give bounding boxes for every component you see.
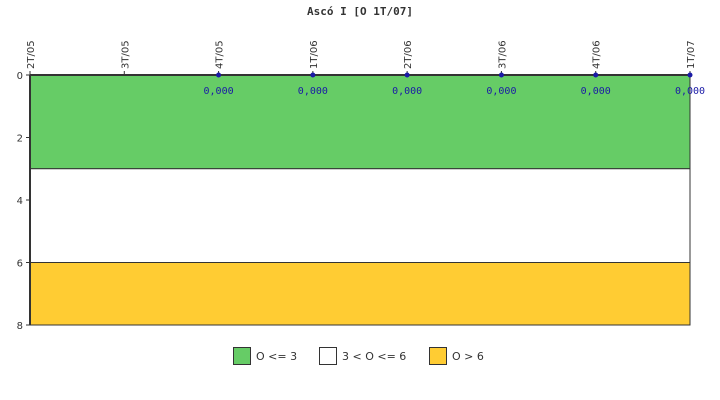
data-label: 0,000 [204,86,234,97]
y-tick-label: 2 [17,134,23,145]
data-point [687,72,693,78]
y-tick-label: 6 [17,259,23,270]
data-point [593,72,599,78]
threshold-bands [29,74,691,326]
legend-item-yellow: O > 6 [429,345,484,367]
legend-label: 3 < O <= 6 [342,349,407,363]
data-label: 0,000 [675,86,705,97]
data-label: 0,000 [581,86,611,97]
legend-swatch-green [233,347,251,365]
band-0 [29,74,691,170]
band-1 [29,168,691,263]
x-tick-label: 4T/06 [592,40,603,69]
chart-title: Ascó I [O 1T/07] [307,5,413,18]
legend: O <= 3 3 < O <= 6 O > 6 [0,345,720,367]
x-tick-label: 3T/05 [120,40,131,69]
x-axis-ticks: 2T/05 3T/05 4T/05 1T/06 2T/06 3T/06 4T/06 1T/07 [26,40,697,75]
data-point [404,72,410,78]
legend-swatch-yellow [429,347,447,365]
data-point [216,72,222,78]
x-tick-label: 1T/07 [686,40,697,69]
data-point [310,72,316,78]
x-tick-label: 4T/05 [215,40,226,69]
legend-swatch-white [319,347,337,365]
y-tick-label: 0 [17,71,23,82]
legend-item-green: O <= 3 [233,345,297,367]
legend-label: O > 6 [452,349,484,363]
legend-item-white: 3 < O <= 6 [319,345,406,367]
data-point [498,72,504,78]
data-points: 0,000 0,000 0,000 0,000 0,000 0,000 [204,72,705,97]
x-tick-label: 2T/06 [403,40,414,69]
legend-label: O <= 3 [256,349,298,363]
y-axis-ticks: 0 2 4 6 8 [17,71,30,332]
y-tick-label: 4 [17,196,23,207]
band-2 [29,262,691,326]
data-label: 0,000 [298,86,328,97]
x-tick-label: 1T/06 [309,40,320,69]
y-tick-label: 8 [17,321,23,332]
x-tick-label: 3T/06 [497,40,508,69]
data-label: 0,000 [392,86,422,97]
x-tick-label: 2T/05 [26,40,37,69]
data-label: 0,000 [486,86,516,97]
